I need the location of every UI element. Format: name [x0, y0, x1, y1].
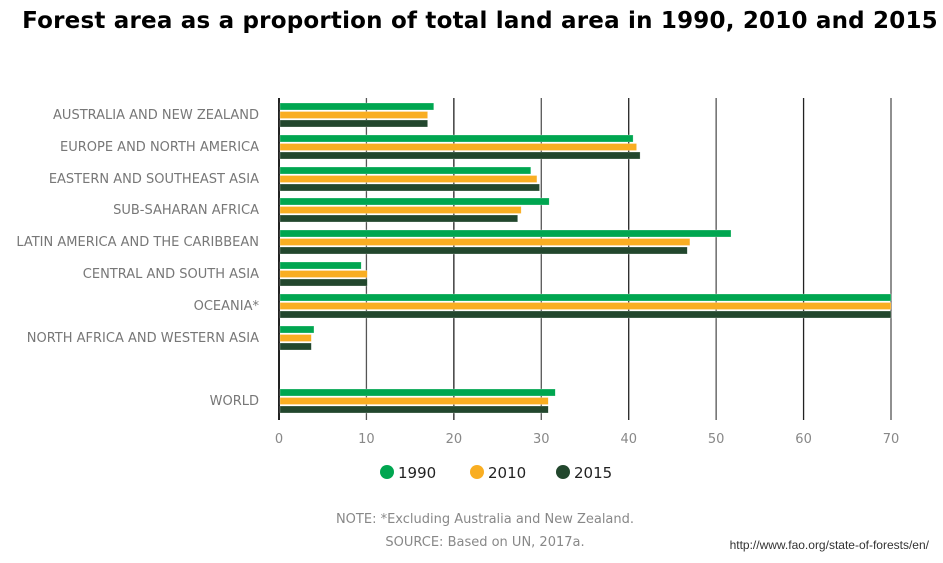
legend-label: 2015 — [574, 464, 612, 482]
bar-2015 — [279, 183, 540, 192]
category-label: SUB-SAHARAN AFRICA — [113, 203, 259, 218]
category-label: EUROPE AND NORTH AMERICA — [60, 140, 259, 155]
x-tick-label: 10 — [358, 432, 375, 447]
category-label: WORLD — [210, 394, 259, 409]
category-label: NORTH AFRICA AND WESTERN ASIA — [27, 331, 259, 346]
bar-2010 — [279, 334, 312, 342]
bar-2015 — [279, 151, 641, 160]
legend-label: 1990 — [398, 464, 436, 482]
x-tick-label: 60 — [795, 432, 812, 447]
bar-2010 — [279, 270, 368, 278]
chart-title: Forest area as a proportion of total lan… — [22, 8, 938, 34]
bar-1990 — [279, 134, 634, 143]
x-tick-label: 40 — [620, 432, 637, 447]
category-label: CENTRAL AND SOUTH ASIA — [83, 267, 259, 282]
bar-1990 — [279, 388, 556, 397]
legend-swatch-2010 — [470, 465, 484, 479]
chart-source: SOURCE: Based on UN, 2017a. — [385, 535, 585, 550]
source-url[interactable]: http://www.fao.org/state-of-forests/en/ — [729, 538, 929, 552]
bar-2015 — [279, 214, 518, 223]
bar-2010 — [279, 302, 892, 310]
bar-1990 — [279, 261, 362, 270]
bar-2010 — [279, 143, 637, 151]
legend-label: 2010 — [488, 464, 526, 482]
bar-2015 — [279, 119, 428, 128]
bar-2015 — [279, 342, 312, 351]
bar-2010 — [279, 175, 538, 183]
category-label: AUSTRALIA AND NEW ZEALAND — [53, 108, 259, 123]
chart-note: NOTE: *Excluding Australia and New Zeala… — [335, 512, 635, 527]
bar-1990 — [279, 325, 315, 334]
bar-1990 — [279, 229, 732, 238]
x-tick-label: 70 — [883, 432, 900, 447]
legend-swatch-2015 — [556, 465, 570, 479]
bar-2015 — [279, 278, 368, 287]
bar-1990 — [279, 102, 434, 111]
bar-1990 — [279, 166, 532, 175]
bar-2015 — [279, 246, 688, 255]
bar-2010 — [279, 397, 549, 405]
legend-swatch-1990 — [380, 465, 394, 479]
bar-1990 — [279, 197, 550, 206]
bar-1990 — [279, 293, 892, 302]
bar-2010 — [279, 111, 428, 119]
category-label: LATIN AMERICA AND THE CARIBBEAN — [16, 235, 259, 250]
bar-2015 — [279, 310, 892, 319]
category-label: OCEANIA* — [194, 299, 260, 314]
bar-2015 — [279, 405, 549, 414]
x-tick-label: 50 — [708, 432, 725, 447]
category-label: EASTERN AND SOUTHEAST ASIA — [49, 172, 259, 187]
bar-2010 — [279, 238, 691, 246]
bar-2010 — [279, 206, 522, 214]
x-tick-label: 20 — [446, 432, 463, 447]
x-tick-label: 30 — [533, 432, 550, 447]
x-tick-label: 0 — [275, 432, 283, 447]
